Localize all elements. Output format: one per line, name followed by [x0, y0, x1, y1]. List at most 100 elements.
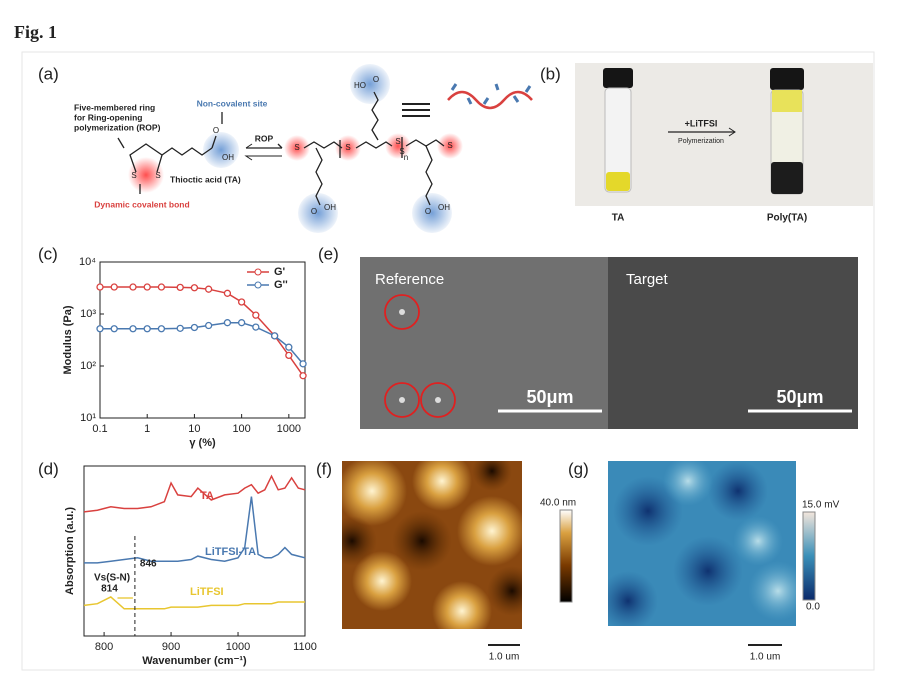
point [252, 311, 260, 319]
afm-image [342, 461, 522, 629]
scale-label: 50μm [776, 387, 823, 407]
panel-label: (d) [38, 459, 59, 478]
atom: S [345, 143, 350, 152]
colorbar-label: 15.0 mV [802, 500, 840, 511]
y-tick-label: 10⁴ [79, 256, 96, 268]
panel-label: (e) [318, 244, 339, 263]
defects [399, 309, 441, 403]
point [223, 319, 232, 327]
plot-frame [83, 465, 306, 637]
series-label: TA [200, 490, 214, 502]
chain-cartoon [447, 83, 533, 110]
x-tick-label: 1 [144, 423, 150, 435]
point [223, 289, 232, 297]
atom: n [404, 153, 408, 162]
x-tick-label: 1100 [293, 641, 317, 653]
vial-label: Poly(TA) [767, 213, 807, 224]
point [96, 283, 104, 291]
point [237, 319, 246, 327]
x-axis-label: γ (%) [189, 437, 216, 449]
colorbar-label: 0.0 [806, 602, 820, 613]
point [176, 324, 184, 332]
atom: O [311, 207, 317, 216]
legend-label: G'' [274, 279, 288, 291]
atom: S [155, 171, 160, 180]
point [270, 332, 279, 340]
colorbar [802, 511, 816, 601]
point [252, 323, 260, 331]
x-tick-label: 900 [162, 641, 180, 653]
atom: HO [354, 81, 366, 90]
annotation: Vs(S-N) [94, 573, 130, 584]
atom: OH [324, 203, 336, 212]
arrow-head [728, 127, 736, 137]
point [299, 360, 307, 368]
y-tick-label: 10² [80, 360, 96, 372]
panel-label: (a) [38, 64, 59, 83]
reagent: +LiTFSI [685, 118, 718, 128]
point [190, 284, 199, 292]
vial-poly [770, 68, 804, 195]
annotation: 814 [101, 584, 118, 595]
scale-label: 1.0 um [750, 652, 781, 663]
vial-ta [603, 68, 633, 193]
atom: O [213, 126, 219, 135]
point [129, 283, 137, 291]
x-tick-label: 0.1 [92, 423, 107, 435]
ring-note: for Ring-opening [74, 112, 142, 122]
point [157, 283, 166, 291]
vial-label: TA [612, 213, 625, 224]
point [176, 283, 184, 292]
monomer-label: Thioctic acid (TA) [170, 174, 241, 184]
point [204, 321, 213, 330]
x-tick-label: 800 [95, 641, 113, 653]
x-tick-label: 1000 [226, 641, 250, 653]
monomer [117, 112, 239, 194]
series-label: LiTFSI-TA [205, 546, 256, 558]
equivalence [402, 103, 430, 117]
point [204, 285, 213, 293]
atom: OH [222, 153, 234, 162]
y-tick-label: 10³ [80, 308, 96, 320]
defect-circles [384, 294, 456, 418]
scale-label: 50μm [526, 387, 573, 407]
point [285, 351, 293, 360]
process: Polymerization [678, 138, 724, 145]
panel-label: (g) [568, 459, 589, 478]
point [143, 325, 151, 333]
arrow-label: ROP [255, 133, 274, 143]
atom: S [131, 171, 136, 180]
x-tick-label: 1000 [277, 423, 301, 435]
kpfm-image [608, 461, 796, 626]
atom: S [399, 147, 404, 156]
point [157, 325, 166, 333]
point [110, 325, 118, 333]
atom: O [425, 207, 431, 216]
x-tick-label: 10 [188, 423, 200, 435]
point [96, 325, 104, 333]
ring-note: Five-membered ring [74, 102, 155, 112]
legend-label: G' [274, 266, 286, 278]
y-axis-label: Modulus (Pa) [62, 305, 74, 374]
point [129, 325, 137, 333]
sem-label: Reference [375, 271, 444, 288]
atom: O [373, 75, 379, 84]
x-tick-label: 100 [232, 423, 250, 435]
sem-label: Target [626, 271, 669, 288]
point [190, 323, 199, 332]
panel-label: (f) [316, 459, 332, 478]
panel-label: (b) [540, 64, 561, 83]
series-label: LiTFSI [190, 586, 224, 598]
x-axis-label: Wavenumber (cm⁻¹) [142, 655, 247, 667]
point [143, 283, 151, 291]
sem-target [608, 257, 858, 429]
ring-note: polymerization (ROP) [74, 122, 161, 132]
atom: S [395, 137, 400, 146]
series-line [83, 474, 306, 513]
scale-label: 1.0 um [489, 652, 520, 663]
y-axis-label: Absorption (a.u.) [64, 507, 76, 595]
plot-frame [99, 261, 306, 419]
atom: S [447, 141, 452, 150]
